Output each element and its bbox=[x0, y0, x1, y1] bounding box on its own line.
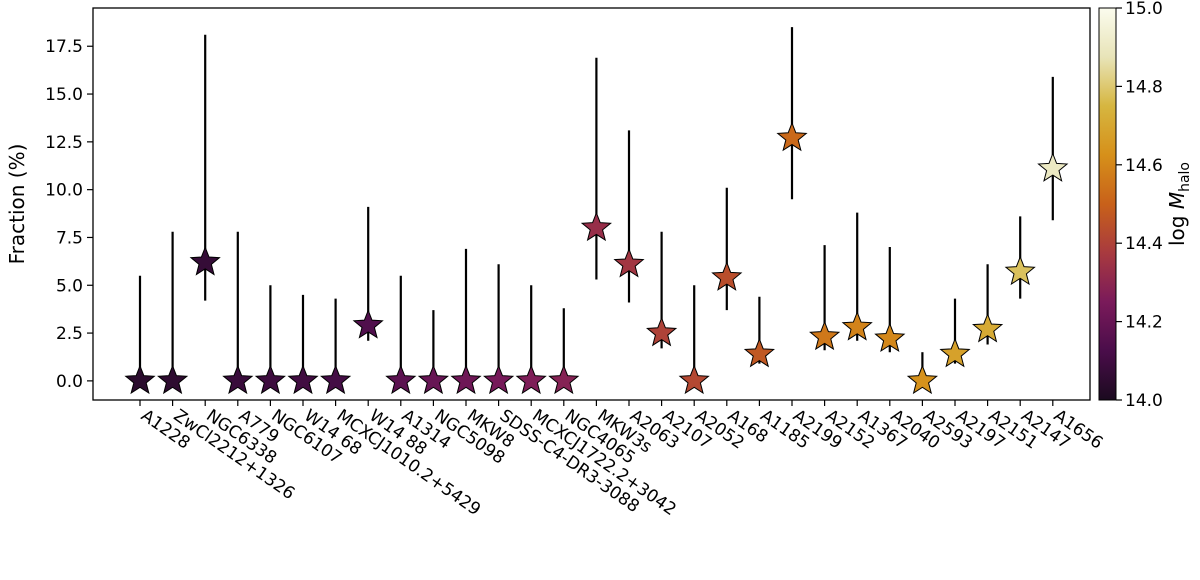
star-marker bbox=[809, 320, 841, 351]
star-marker bbox=[646, 316, 678, 347]
star-marker bbox=[124, 364, 156, 395]
star-marker bbox=[352, 309, 384, 339]
y-axis: 0.0 2.5 5.0 7.5 10.0 12.5 15.0 17.5 bbox=[45, 37, 93, 392]
star-marker bbox=[613, 247, 645, 278]
star-marker bbox=[515, 364, 547, 395]
star-marker bbox=[906, 364, 938, 395]
star-marker bbox=[548, 364, 580, 395]
y-tick-label: 0.0 bbox=[56, 372, 83, 392]
colorbar-tick-label: 15.0 bbox=[1125, 0, 1163, 19]
star-marker bbox=[450, 364, 482, 395]
star-marker bbox=[483, 364, 515, 395]
star-marker bbox=[189, 245, 221, 276]
star-marker bbox=[254, 364, 286, 395]
star-marker bbox=[743, 337, 775, 368]
colorbar-tick-label: 14.0 bbox=[1125, 391, 1163, 411]
colorbar-tick-label: 14.6 bbox=[1125, 156, 1163, 176]
star-markers bbox=[124, 121, 1069, 395]
colorbar-tick-label: 14.2 bbox=[1125, 313, 1163, 333]
star-marker bbox=[320, 364, 352, 395]
colorbar-tick-label: 14.8 bbox=[1125, 77, 1163, 97]
star-marker bbox=[972, 312, 1004, 343]
y-axis-title: Fraction (%) bbox=[5, 144, 29, 265]
x-axis: A1228ZwCl2212+1326NGC6338A779NGC6107W14 … bbox=[137, 400, 1106, 520]
star-marker bbox=[776, 121, 808, 152]
star-marker bbox=[711, 261, 743, 291]
y-tick-label: 2.5 bbox=[56, 324, 83, 344]
star-marker bbox=[678, 364, 710, 395]
star-marker bbox=[157, 364, 189, 395]
y-tick-label: 5.0 bbox=[56, 276, 83, 296]
colorbar-tick-label: 14.4 bbox=[1125, 234, 1163, 254]
star-marker bbox=[580, 211, 612, 242]
error-bars bbox=[138, 27, 1054, 381]
y-tick-label: 10.0 bbox=[45, 181, 83, 201]
star-marker bbox=[841, 310, 873, 341]
colorbar-axis: 14.0 14.2 14.4 14.6 14.8 15.0 bbox=[1116, 0, 1163, 411]
colorbar bbox=[1098, 7, 1117, 401]
star-marker bbox=[939, 337, 971, 368]
y-tick-label: 7.5 bbox=[56, 228, 83, 248]
y-tick-label: 15.0 bbox=[45, 85, 83, 105]
plot-frame bbox=[92, 7, 1091, 401]
star-marker bbox=[1004, 255, 1036, 286]
star-marker bbox=[222, 364, 254, 395]
star-marker bbox=[874, 322, 906, 353]
star-marker bbox=[385, 364, 417, 395]
colorbar-title: log Mhalo bbox=[1165, 162, 1193, 246]
y-tick-label: 17.5 bbox=[45, 37, 83, 57]
y-tick-label: 12.5 bbox=[45, 133, 83, 153]
star-marker bbox=[287, 364, 319, 395]
star-marker bbox=[1037, 152, 1069, 182]
star-marker bbox=[417, 364, 449, 395]
